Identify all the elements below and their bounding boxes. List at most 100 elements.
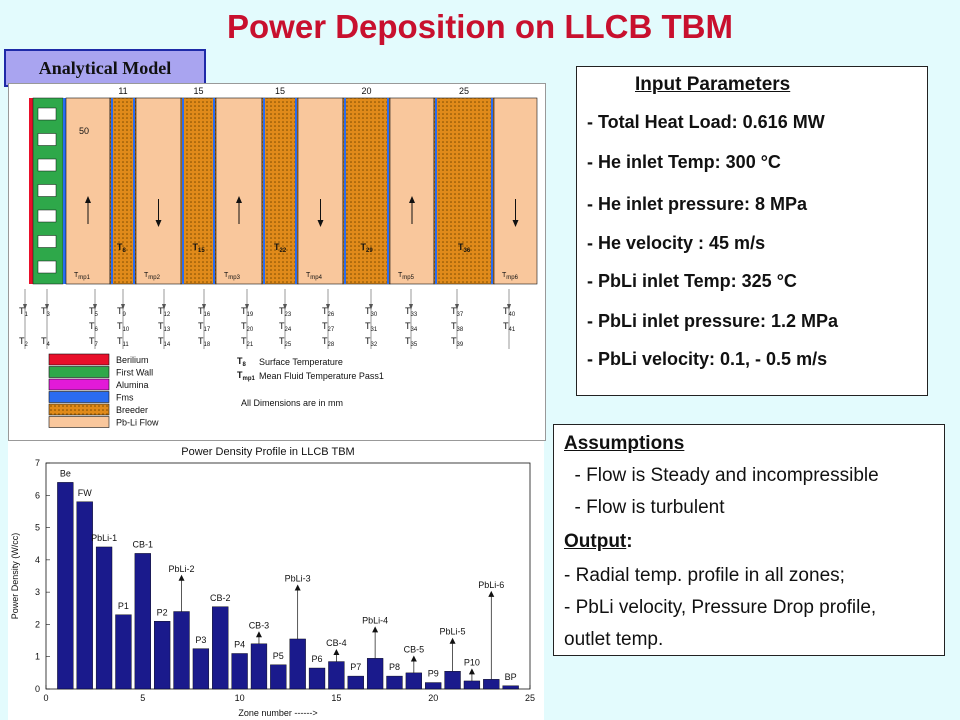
node-arrowhead (23, 304, 27, 310)
cooling-channel (37, 158, 57, 172)
node-temp-label: T32 (365, 336, 378, 348)
legend-label: Fms (116, 393, 134, 403)
node-temp-label: T7 (89, 336, 99, 348)
node-arrowhead (507, 304, 511, 310)
x-tick-label: 5 (140, 693, 145, 703)
output-heading-colon: : (626, 531, 633, 552)
node-temp-label: T10 (117, 321, 130, 333)
zone-dimension: 15 (193, 86, 203, 96)
flow-up-arrowhead (409, 196, 415, 203)
breeder-zone (109, 97, 137, 285)
pbli-flow-channel (135, 97, 182, 285)
y-tick-label: 5 (35, 523, 40, 533)
node-temp-label: T20 (241, 321, 254, 333)
cooling-channel (37, 107, 57, 121)
bar-label: P3 (195, 635, 206, 645)
label-arrowhead (333, 649, 340, 656)
zone-dimension: 25 (459, 86, 469, 96)
flow-down-arrowhead (317, 220, 324, 227)
pbli-flow-channel (297, 97, 344, 285)
node-temp-label: T40 (503, 306, 516, 318)
breeder-zone (261, 97, 299, 285)
node-temp-label: T25 (279, 336, 292, 348)
legend-label: Pb-Li Flow (116, 418, 159, 428)
node-arrowhead (326, 304, 330, 310)
label-arrowhead (449, 637, 456, 644)
bar-label: CB-3 (249, 620, 270, 630)
bar-label: P10 (464, 657, 480, 667)
analytical-model-label: Analytical Model (4, 49, 206, 87)
y-tick-label: 7 (35, 458, 40, 468)
pbli-flow-channel (65, 97, 111, 285)
label-arrowhead (468, 668, 475, 675)
y-tick-label: 3 (35, 587, 40, 597)
bar (154, 620, 171, 690)
bar (444, 671, 461, 690)
bar-label: Be (60, 469, 71, 479)
node-temp-label: T37 (451, 306, 464, 318)
bar-label: PbLi-2 (169, 564, 195, 574)
node-arrowhead (93, 304, 97, 310)
bar (289, 638, 306, 690)
zone-dimension: 11 (118, 86, 127, 96)
bar-label: PbLi-5 (440, 627, 466, 637)
bar (463, 680, 481, 690)
output-item: outlet temp. (564, 629, 664, 650)
bar-label: P5 (273, 651, 284, 661)
node-arrowhead (455, 304, 459, 310)
bar-label: CB-5 (404, 644, 425, 654)
node-temp-label: T38 (451, 321, 464, 333)
pbli-flow-channel (215, 97, 263, 285)
node-temp-label: T28 (322, 336, 335, 348)
y-axis-label: Power Density (W/cc) (10, 533, 20, 620)
surface-temp-label: T8 (117, 242, 127, 254)
node-arrowhead (162, 304, 166, 310)
bar (173, 611, 190, 690)
y-tick-label: 2 (35, 619, 40, 629)
bar-label: FW (78, 488, 92, 498)
bar (366, 658, 384, 690)
output-heading: Output (564, 531, 627, 552)
surface-temp-label: T22 (274, 242, 287, 254)
mean-fluid-temp-label: Tmp6 (502, 272, 519, 281)
node-arrowhead (369, 304, 373, 310)
node-temp-label: T17 (198, 321, 211, 333)
x-tick-label: 10 (235, 693, 245, 703)
label-arrowhead (410, 655, 417, 662)
bar-label: P6 (312, 654, 323, 664)
flow-down-arrowhead (155, 220, 162, 227)
legend-swatch (48, 366, 110, 378)
mean-fluid-temp-label: Tmp3 (224, 272, 241, 281)
flow-up-arrowhead (236, 196, 242, 203)
cooling-channel (37, 209, 57, 223)
bar-label: PbLi-4 (362, 615, 388, 625)
flow-up-arrowhead (85, 196, 91, 203)
mean-fluid-temp-label: Tmp5 (398, 272, 415, 281)
x-axis-label: Zone number ------> (238, 708, 317, 718)
bar-label: PbLi-6 (478, 580, 504, 590)
node-temp-label: T4 (41, 336, 51, 348)
bar (95, 546, 113, 690)
y-tick-label: 6 (35, 490, 40, 500)
zone-dimension: 20 (361, 86, 371, 96)
pbli-flow-channel (389, 97, 435, 285)
bar-label: PbLi-3 (285, 573, 311, 583)
legend-swatch (48, 403, 110, 416)
chart-title: Power Density Profile in LLCB TBM (181, 446, 354, 458)
bar (308, 667, 326, 690)
bar (212, 606, 229, 690)
x-tick-label: 0 (43, 693, 48, 703)
assumption-item: - Flow is turbulent (564, 497, 725, 518)
node-arrowhead (45, 304, 49, 310)
bar (328, 661, 345, 690)
param-total-heat-load: - Total Heat Load: 0.616 MW (587, 112, 825, 132)
legend-swatch (48, 353, 110, 366)
surface-temp-label: T29 (361, 242, 374, 254)
node-arrowhead (283, 304, 287, 310)
node-temp-label: T33 (405, 306, 418, 318)
node-temp-label: T26 (322, 306, 335, 318)
node-temp-label: T5 (89, 306, 99, 318)
node-temp-label: T16 (198, 306, 211, 318)
bar-label: P7 (350, 662, 361, 672)
node-temp-label: T11 (117, 336, 129, 348)
